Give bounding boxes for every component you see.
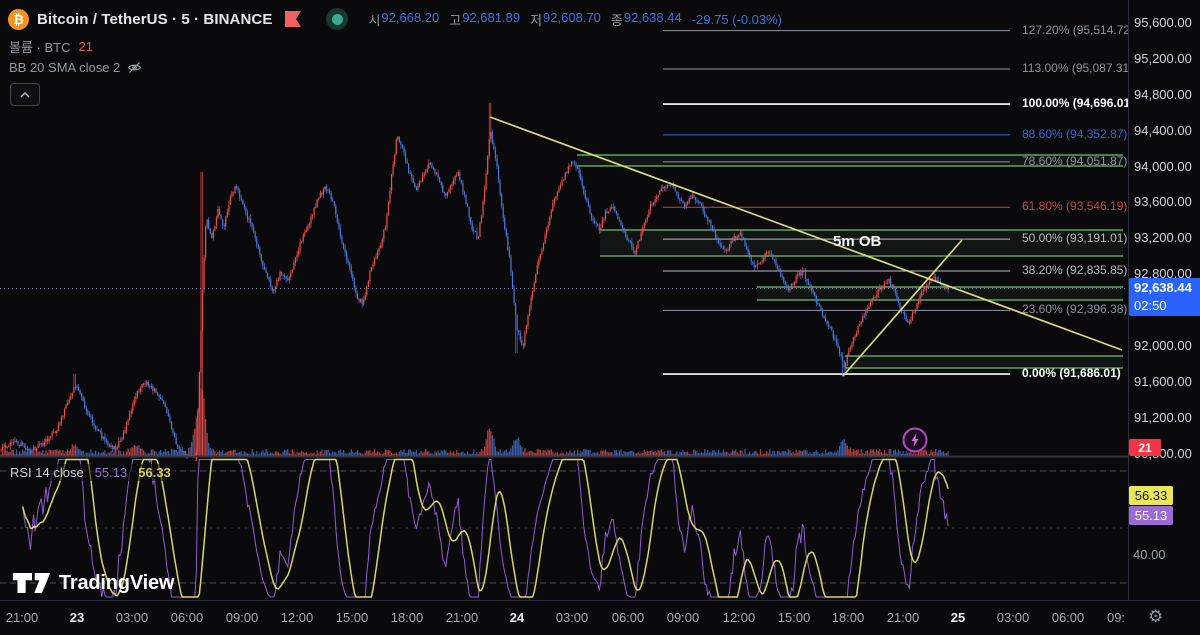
fib-level-label[interactable]: 78.60% (94,051.87) <box>1022 153 1128 168</box>
time-axis-label: 03:00 <box>115 610 149 625</box>
price-axis-label: 94,000.00 <box>1134 158 1192 174</box>
volume-bars <box>0 388 949 456</box>
rsi-legend-row[interactable]: RSI 14 close 55.13 56.33 <box>10 464 175 481</box>
order-block-zone[interactable] <box>600 230 1123 256</box>
fib-retracement-labels: 127.20% (95,514.72) 113.00% (95,087.31) 10… <box>1022 22 1128 381</box>
high-value: 92,681.89 <box>462 9 521 25</box>
bar-countdown: 02:50 <box>1134 298 1167 313</box>
ohlc-readout: 시 92,668.20 고 92,681.89 저 92,608.70 종 92,638… <box>368 10 782 29</box>
close-value: 92,638.44 <box>623 9 682 25</box>
price-axis-label: 93,200.00 <box>1134 230 1192 246</box>
high-label: 고 <box>449 12 462 28</box>
symbol-header[interactable]: ₿ Bitcoin / TetherUS · 5 · BINANCE 시 92,6… <box>8 8 782 30</box>
price-axis-label: 94,400.00 <box>1134 122 1192 138</box>
order-block-annotation[interactable]: 5m OB <box>833 233 882 250</box>
price-axis-label: 92,800.00 <box>1134 266 1192 282</box>
time-axis-label: 09: <box>1106 610 1126 625</box>
time-axis-label: 12:00 <box>722 610 756 625</box>
close-label: 종 <box>610 12 623 28</box>
fib-retracement-lines <box>663 30 1010 375</box>
gear-icon[interactable]: ⚙ <box>1148 607 1164 627</box>
tradingview-wordmark: TradingView <box>59 571 175 594</box>
fib-level-label[interactable]: 100.00% (94,696.01) <box>1022 96 1128 111</box>
time-axis-label: 06:00 <box>170 610 204 625</box>
volume-axis-badge: 21 <box>1129 439 1161 456</box>
rsi-value: 55.13 <box>94 465 128 480</box>
time-axis-label: 21:00 <box>445 610 479 625</box>
time-axis-label: 09:00 <box>666 610 700 625</box>
fib-level-label[interactable]: 38.20% (92,835.85) <box>1022 262 1128 277</box>
time-axis-label: 15:00 <box>777 610 811 625</box>
order-block-zone[interactable] <box>757 287 1123 300</box>
time-axis-label: 18:00 <box>390 610 424 625</box>
price-axis-label: 94,800.00 <box>1134 86 1192 102</box>
time-axis-label: 03:00 <box>555 610 589 625</box>
time-axis-day-label: 23 <box>69 610 85 625</box>
time-axis-label: 09:00 <box>225 610 259 625</box>
time-axis-label: 21:00 <box>5 610 39 625</box>
price-axis-label: 95,200.00 <box>1134 50 1192 66</box>
lightning-icon[interactable] <box>901 426 929 454</box>
price-axis-label: 91,200.00 <box>1134 409 1192 425</box>
volume-value: 21 <box>78 39 93 54</box>
time-axis-label: 06:00 <box>611 610 645 625</box>
fib-level-label[interactable]: 127.20% (95,514.72) <box>1022 22 1128 37</box>
time-axis-label: 18:00 <box>831 610 865 625</box>
flag-icon[interactable] <box>284 10 302 28</box>
order-block-zone[interactable] <box>845 356 1123 368</box>
volume-legend-row[interactable]: 볼륨 · BTC 21 <box>9 37 93 56</box>
change-value: -29.75 (-0.03%) <box>691 11 783 27</box>
market-status-icon[interactable] <box>326 8 349 30</box>
rsi-axis-label: 40.00 <box>1133 547 1166 562</box>
price-axis-label: 91,600.00 <box>1134 373 1192 389</box>
price-axis-label: 93,600.00 <box>1134 194 1192 210</box>
symbol-title[interactable]: Bitcoin / TetherUS · 5 · BINANCE <box>37 10 273 28</box>
fib-level-label[interactable]: 113.00% (95,087.31) <box>1022 60 1128 75</box>
price-axis-label: 92,000.00 <box>1134 337 1192 353</box>
rsi-line <box>22 459 949 598</box>
order-block-zone[interactable] <box>577 155 1123 166</box>
trendline-ascending[interactable] <box>842 239 963 377</box>
rsi-ma-line <box>21 458 949 598</box>
time-axis-label: 12:00 <box>280 610 314 625</box>
low-label: 저 <box>530 12 543 28</box>
fib-level-label[interactable]: 0.00% (91,686.01) <box>1022 366 1121 381</box>
tradingview-logo[interactable]: TradingView <box>12 570 174 596</box>
price-axis-label: 95,600.00 <box>1134 15 1192 30</box>
time-axis-label: 15:00 <box>335 610 369 625</box>
fib-level-label[interactable]: 23.60% (92,396.38) <box>1022 302 1128 317</box>
visibility-off-icon[interactable] <box>127 60 142 75</box>
volume-label: 볼륨 · BTC <box>9 40 71 55</box>
fib-level-label[interactable]: 61.80% (93,546.19) <box>1022 199 1128 214</box>
bb-legend-row[interactable]: BB 20 SMA close 2 <box>9 60 142 75</box>
fib-level-label[interactable]: 50.00% (93,191.01) <box>1022 231 1128 246</box>
time-axis-label: 21:00 <box>886 610 920 625</box>
time-axis-day-label: 25 <box>950 610 966 625</box>
bitcoin-logo-icon: ₿ <box>8 8 29 30</box>
time-axis[interactable]: 21:00 23 03:00 06:00 09:00 12:00 15:00 18:00 21:… <box>0 600 1200 635</box>
bb-label: BB 20 SMA close 2 <box>9 60 121 75</box>
rsi-ma-value: 56.33 <box>138 465 171 480</box>
fib-level-label[interactable]: 88.60% (94,352.87) <box>1022 126 1128 141</box>
trendline-descending[interactable] <box>489 116 1123 351</box>
current-price-badge: 92,638.44 02:50 <box>1129 278 1200 316</box>
open-label: 시 <box>368 12 381 28</box>
low-value: 92,608.70 <box>543 9 601 25</box>
collapse-panel-button[interactable] <box>10 83 40 106</box>
rsi-ma-badge: 56.33 <box>1129 486 1173 505</box>
time-axis-label: 03:00 <box>996 610 1030 625</box>
rsi-value-badge: 55.13 <box>1129 506 1173 525</box>
time-axis-label: 06:00 <box>1051 610 1085 625</box>
current-price-value: 92,638.44 <box>1134 280 1192 295</box>
open-value: 92,668.20 <box>381 9 440 25</box>
rsi-label: RSI 14 close <box>10 465 84 480</box>
time-axis-day-label: 24 <box>509 610 525 625</box>
order-block-zones <box>577 154 1123 369</box>
tradingview-mark-icon <box>12 573 51 593</box>
